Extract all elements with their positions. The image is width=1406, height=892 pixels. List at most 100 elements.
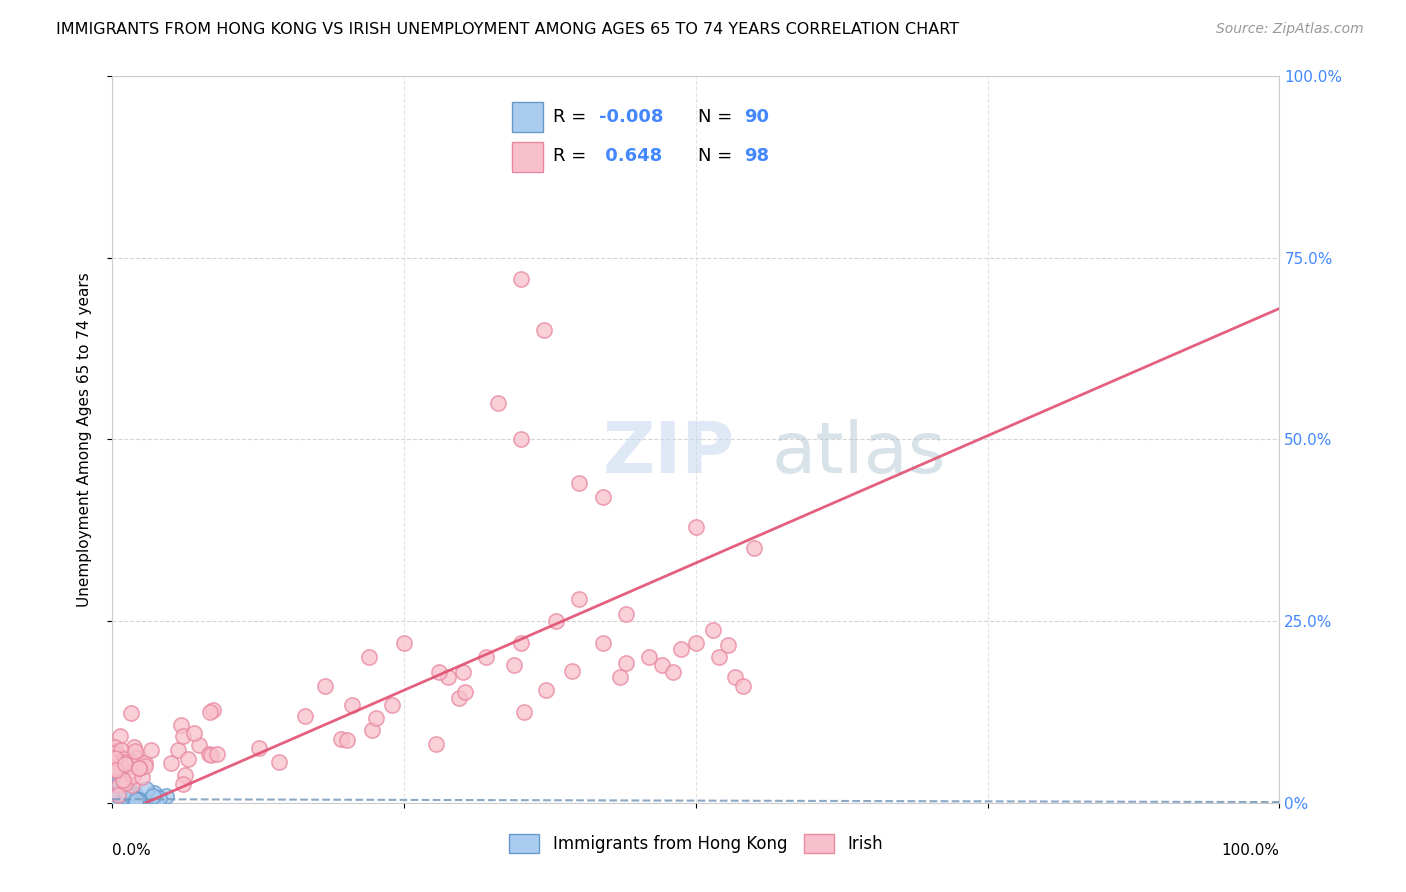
Text: -0.008: -0.008 [599, 108, 664, 126]
Point [170, 718, 193, 732]
Point [103, 796, 125, 810]
Point [155, 789, 177, 804]
Point [104, 779, 127, 793]
Point [122, 790, 145, 805]
Point [105, 788, 128, 802]
Point [105, 761, 128, 775]
Point [115, 786, 138, 800]
Point [103, 791, 125, 805]
Point [131, 770, 153, 784]
Point [112, 755, 135, 769]
Point [112, 787, 135, 801]
Point [512, 705, 534, 719]
Point [104, 745, 127, 759]
Point [104, 763, 127, 777]
Point [183, 726, 205, 740]
Point [118, 786, 141, 800]
Point [110, 767, 132, 781]
Point [107, 787, 129, 801]
Point [425, 737, 447, 751]
Point [202, 703, 225, 717]
Point [381, 698, 404, 713]
Point [101, 791, 124, 805]
Point [105, 747, 128, 762]
Point [142, 789, 165, 803]
Point [107, 786, 129, 800]
Text: N =: N = [697, 108, 738, 126]
Point [105, 784, 128, 798]
Point [200, 747, 222, 762]
Y-axis label: Unemployment Among Ages 65 to 74 years: Unemployment Among Ages 65 to 74 years [77, 272, 91, 607]
Point [143, 786, 166, 800]
Point [120, 783, 142, 797]
Point [145, 796, 167, 810]
Point [534, 682, 557, 697]
Point [731, 680, 754, 694]
Point [709, 650, 731, 665]
Point [167, 743, 190, 757]
Point [103, 792, 125, 806]
Point [394, 636, 416, 650]
Point [125, 751, 148, 765]
Point [108, 750, 131, 764]
Text: N =: N = [697, 147, 738, 165]
Point [111, 788, 134, 802]
Point [124, 787, 146, 801]
Point [449, 690, 471, 705]
Point [112, 796, 135, 810]
Point [117, 787, 139, 801]
Point [135, 796, 157, 810]
Point [127, 793, 149, 807]
Point [103, 793, 125, 807]
Point [115, 795, 138, 809]
Text: 0.0%: 0.0% [112, 843, 152, 858]
Point [111, 780, 134, 794]
Point [111, 794, 134, 808]
Point [105, 783, 128, 797]
Point [108, 789, 131, 803]
FancyBboxPatch shape [512, 142, 543, 171]
Point [120, 755, 142, 769]
Point [105, 752, 128, 766]
Point [135, 792, 157, 806]
Point [121, 791, 143, 805]
Point [141, 743, 163, 757]
Text: Source: ZipAtlas.com: Source: ZipAtlas.com [1216, 22, 1364, 37]
Text: atlas: atlas [772, 419, 946, 488]
Point [120, 792, 142, 806]
Point [110, 743, 132, 757]
Point [614, 607, 637, 621]
Point [454, 684, 477, 698]
Point [451, 665, 474, 679]
Point [120, 794, 142, 808]
Point [110, 756, 132, 771]
Point [661, 665, 683, 679]
Point [118, 796, 141, 810]
Point [744, 541, 766, 556]
Point [111, 796, 134, 810]
Point [117, 796, 139, 810]
Point [110, 789, 132, 804]
Point [200, 705, 222, 719]
Text: 90: 90 [744, 108, 769, 126]
Point [108, 783, 131, 797]
FancyBboxPatch shape [512, 103, 543, 132]
Point [110, 786, 132, 800]
Point [117, 790, 139, 805]
Legend: Immigrants from Hong Kong, Irish: Immigrants from Hong Kong, Irish [502, 827, 890, 860]
Point [509, 432, 531, 446]
Point [592, 636, 614, 650]
Point [107, 791, 129, 805]
Point [509, 272, 531, 286]
Point [134, 756, 156, 770]
Point [103, 747, 125, 761]
Point [107, 757, 129, 772]
Point [103, 795, 125, 809]
Point [475, 650, 498, 665]
Point [128, 792, 150, 806]
Point [103, 744, 125, 758]
Point [717, 639, 740, 653]
Point [197, 747, 219, 761]
Point [427, 665, 450, 679]
Point [187, 738, 209, 752]
